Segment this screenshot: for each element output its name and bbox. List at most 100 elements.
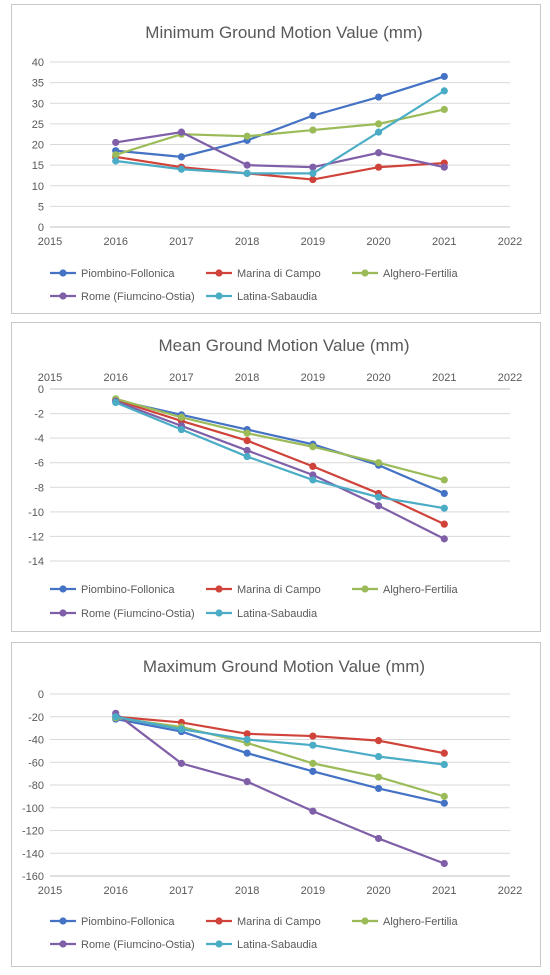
y-tick-label: -20 xyxy=(28,712,44,724)
data-point-alghero-fertilia xyxy=(374,459,383,467)
chart-mean-svg: Mean Ground Motion Value (mm) 0 -2 -4 -6 -8 -1… xyxy=(28,336,522,620)
legend-entry-piombino-follonica: Piombino-Follonica xyxy=(50,584,175,596)
legend-entry-latina-sabaudia: Latina-Sabaudia xyxy=(206,608,318,620)
legend-entry-alghero-fertilia: Alghero-Fertilia xyxy=(352,584,458,596)
y-tick-label: -140 xyxy=(22,848,44,860)
x-tick-label: 2019 xyxy=(301,885,325,897)
chart-minimum-svg: Minimum Ground Motion Value (mm) 0 5 10 15 20… xyxy=(32,23,522,303)
x-tick-label: 2022 xyxy=(498,885,522,897)
data-point-alghero-fertilia xyxy=(309,759,317,767)
data-point-rome-fiumcino-ostia xyxy=(374,502,383,510)
legend-label: Piombino-Follonica xyxy=(81,584,175,596)
chart-panel-mean: Mean Ground Motion Value (mm) 0 -2 -4 -6 -8 -1… xyxy=(11,322,541,632)
y-tick-label: -160 xyxy=(22,871,44,883)
legend-entry-latina-sabaudia: Latina-Sabaudia xyxy=(206,939,318,951)
chart-title: Minimum Ground Motion Value (mm) xyxy=(145,23,422,42)
data-point-latina-sabaudia xyxy=(112,713,120,721)
legend-swatch-marker xyxy=(59,292,67,300)
x-tick-label: 2021 xyxy=(432,372,456,384)
legend-label: Alghero-Fertilia xyxy=(383,584,458,596)
legend-entry-marina-di-campo: Marina di Campo xyxy=(206,268,321,280)
chart-panel-minimum: Minimum Ground Motion Value (mm) 0 5 10 15 20… xyxy=(11,4,541,314)
data-point-latina-sabaudia xyxy=(309,169,317,177)
legend-label: Latina-Sabaudia xyxy=(237,608,318,620)
legend-label: Latina-Sabaudia xyxy=(237,939,318,951)
legend-entry-rome-fiumcino-ostia: Rome (Fiumcino-Ostia) xyxy=(50,939,195,951)
legend-entry-alghero-fertilia: Alghero-Fertilia xyxy=(352,268,458,280)
legend-entry-piombino-follonica: Piombino-Follonica xyxy=(50,268,175,280)
legend-label: Alghero-Fertilia xyxy=(383,916,458,928)
x-tick-label: 2022 xyxy=(498,236,522,248)
legend-label: Latina-Sabaudia xyxy=(237,291,318,303)
chart-maximum-svg: Maximum Ground Motion Value (mm) 0 -20 -40 -… xyxy=(22,657,522,951)
x-tick-label: 2021 xyxy=(432,236,456,248)
legend-swatch-marker xyxy=(59,940,67,948)
data-point-piombino-follonica xyxy=(374,93,383,101)
data-point-latina-sabaudia xyxy=(440,504,448,512)
legend-swatch-marker xyxy=(215,940,223,948)
legend-label: Rome (Fiumcino-Ostia) xyxy=(81,291,195,303)
data-point-alghero-fertilia xyxy=(243,132,251,140)
data-point-marina-di-campo xyxy=(309,732,317,740)
series-line-alghero-fertilia xyxy=(115,716,445,798)
legend-label: Rome (Fiumcino-Ostia) xyxy=(81,608,195,620)
legend-label: Marina di Campo xyxy=(237,584,321,596)
series-line-latina-sabaudia xyxy=(115,89,445,175)
legend-swatch-marker xyxy=(59,917,67,925)
legend-label: Piombino-Follonica xyxy=(81,916,175,928)
x-tick-label: 2015 xyxy=(38,885,62,897)
legend-entry-rome-fiumcino-ostia: Rome (Fiumcino-Ostia) xyxy=(50,608,195,620)
data-point-marina-di-campo xyxy=(374,737,383,745)
series-line-piombino-follonica xyxy=(115,717,445,805)
data-point-rome-fiumcino-ostia xyxy=(177,128,186,136)
data-point-marina-di-campo xyxy=(440,749,448,757)
x-tick-label: 2017 xyxy=(169,372,193,384)
y-tick-label: 0 xyxy=(38,384,44,396)
x-tick-label: 2018 xyxy=(235,372,259,384)
series-line-rome-fiumcino-ostia xyxy=(115,712,445,865)
y-tick-label: 20 xyxy=(32,140,44,152)
data-point-rome-fiumcino-ostia xyxy=(112,138,120,147)
legend-swatch-marker xyxy=(361,269,369,277)
x-tick-label: 2022 xyxy=(498,372,522,384)
series-line-alghero-fertilia xyxy=(115,397,445,481)
data-point-marina-di-campo xyxy=(440,520,448,528)
x-tick-label: 2015 xyxy=(38,236,62,248)
data-point-latina-sabaudia xyxy=(243,169,251,177)
legend-swatch-marker xyxy=(215,269,223,277)
data-point-piombino-follonica xyxy=(440,489,448,498)
legend-label: Piombino-Follonica xyxy=(81,268,175,280)
data-point-rome-fiumcino-ostia xyxy=(374,834,383,843)
data-point-rome-fiumcino-ostia xyxy=(243,446,251,455)
data-point-marina-di-campo xyxy=(243,437,251,445)
data-point-piombino-follonica xyxy=(309,767,317,775)
series-line-marina-di-campo xyxy=(115,155,445,181)
y-tick-label: -2 xyxy=(34,409,44,421)
data-point-rome-fiumcino-ostia xyxy=(243,777,251,786)
legend-swatch-marker xyxy=(59,585,67,593)
data-point-marina-di-campo xyxy=(309,175,317,184)
data-point-latina-sabaudia xyxy=(374,493,383,501)
series-line-marina-di-campo xyxy=(115,715,445,755)
data-point-latina-sabaudia xyxy=(374,752,383,761)
data-point-alghero-fertilia xyxy=(177,413,186,421)
data-point-alghero-fertilia xyxy=(112,151,120,159)
legend-entry-marina-di-campo: Marina di Campo xyxy=(206,584,321,596)
legend-swatch-marker xyxy=(59,269,67,277)
data-point-rome-fiumcino-ostia xyxy=(440,535,448,543)
y-tick-label: -120 xyxy=(22,826,44,838)
data-point-alghero-fertilia xyxy=(374,120,383,128)
legend-entry-latina-sabaudia: Latina-Sabaudia xyxy=(206,291,318,303)
y-tick-label: -60 xyxy=(28,757,44,769)
y-tick-label: -40 xyxy=(28,735,44,747)
data-point-rome-fiumcino-ostia xyxy=(440,163,448,171)
data-point-latina-sabaudia xyxy=(440,760,448,769)
y-tick-label: 40 xyxy=(32,57,44,69)
data-point-latina-sabaudia xyxy=(177,725,186,733)
y-tick-label: -12 xyxy=(28,531,44,543)
legend-entry-piombino-follonica: Piombino-Follonica xyxy=(50,916,175,928)
legend-swatch-marker xyxy=(59,609,67,617)
legend-entry-rome-fiumcino-ostia: Rome (Fiumcino-Ostia) xyxy=(50,291,195,303)
y-tick-label: 0 xyxy=(38,689,44,701)
series-line-alghero-fertilia xyxy=(115,108,445,156)
